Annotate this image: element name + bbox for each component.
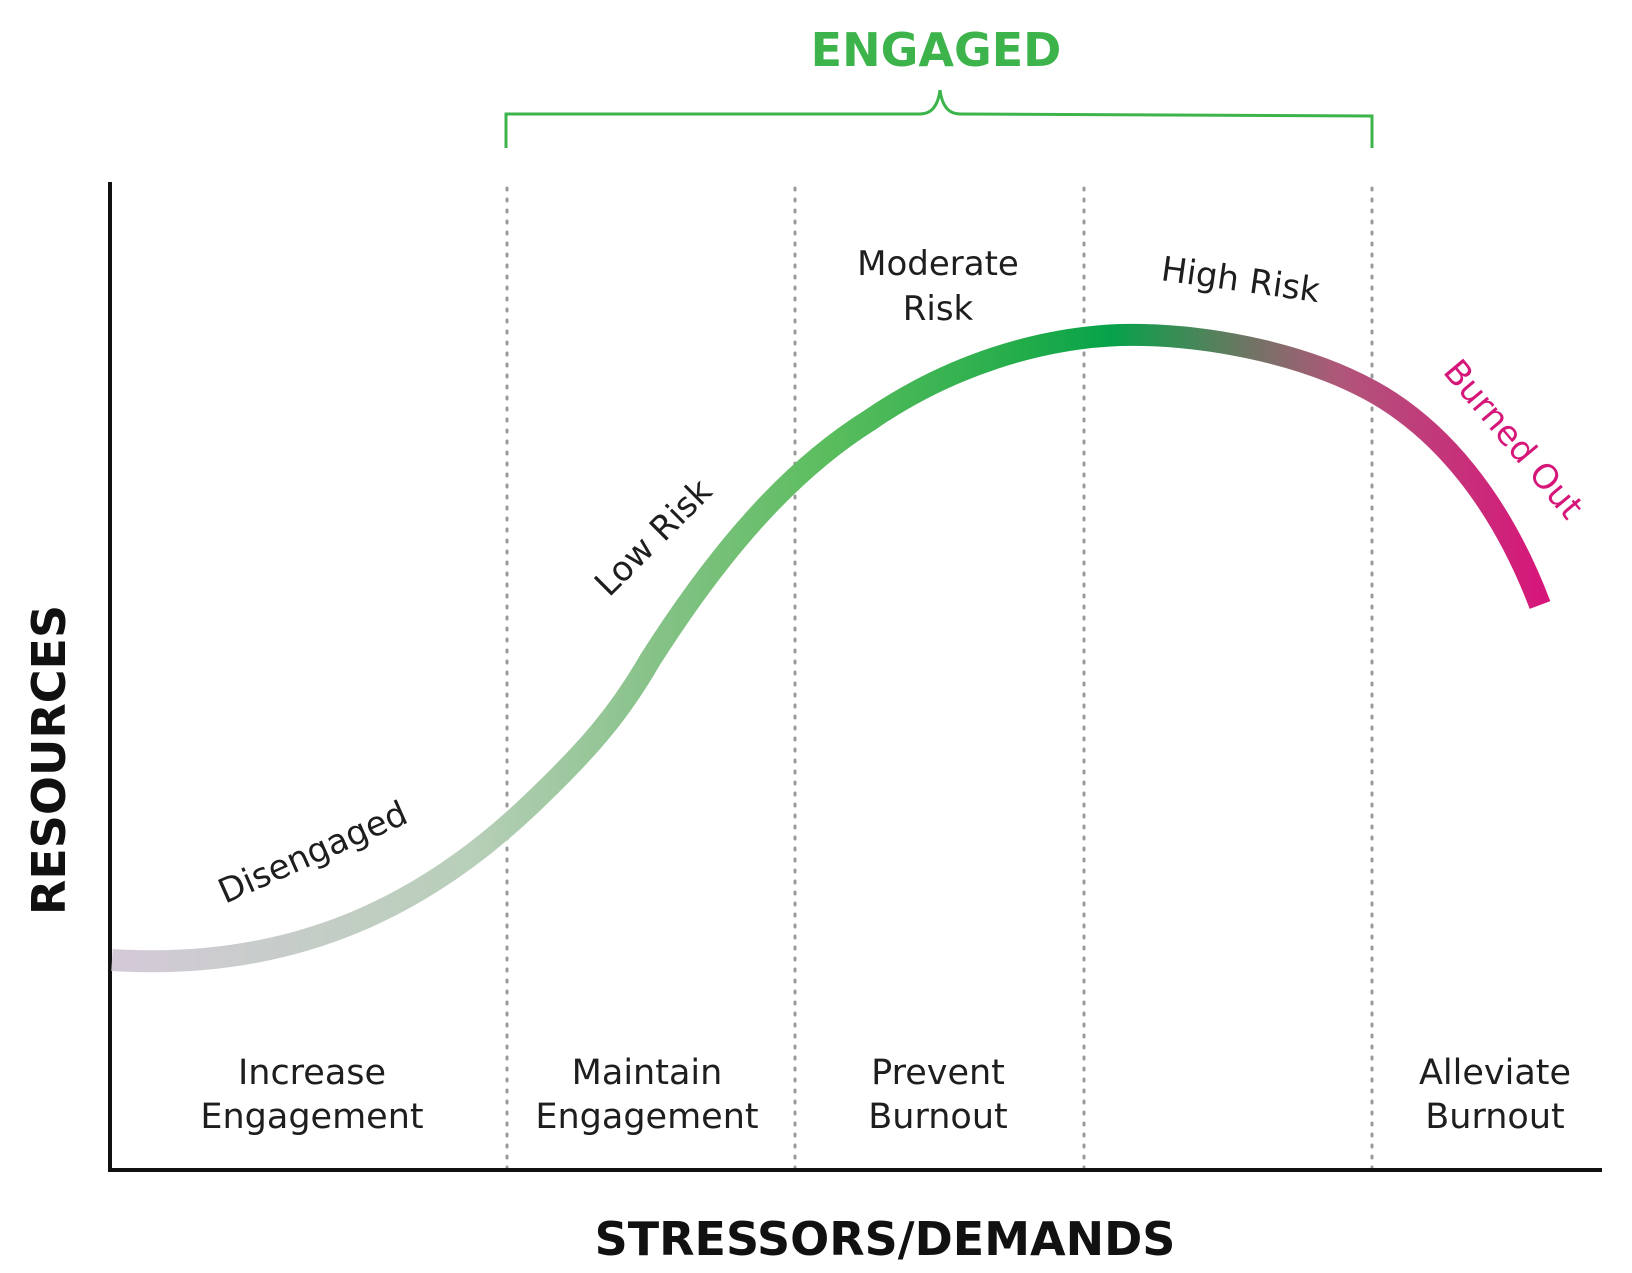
zone-caption-line1: Maintain [572,1053,723,1093]
zone-maintain-engagement: Maintain Engagement [535,1053,758,1137]
burned-out-label: Burned Out [1435,352,1591,527]
zone-caption-line2: Engagement [200,1097,423,1137]
zone-caption-line1: Prevent [871,1053,1005,1093]
moderate-risk-label-line2: Risk [903,289,974,329]
engaged-bracket [504,89,1374,148]
zone-alleviate-burnout: Alleviate Burnout [1419,1053,1571,1137]
zone-caption-line2: Engagement [535,1097,758,1137]
moderate-risk-label-line1: Moderate [857,244,1019,284]
zone-caption-line1: Increase [238,1053,386,1093]
high-risk-label: High Risk [1159,249,1323,311]
engaged-title: ENGAGED [811,23,1062,77]
y-axis-title: RESOURCES [22,605,76,915]
x-axis-title: STRESSORS/DEMANDS [595,1212,1176,1266]
engagement-curve [111,323,1551,973]
disengaged-label: Disengaged [212,793,413,912]
zone-caption-line2: Burnout [1425,1097,1564,1137]
zone-increase-engagement: Increase Engagement [200,1053,423,1137]
zone-prevent-burnout: Prevent Burnout [868,1053,1007,1137]
zone-caption-line2: Burnout [868,1097,1007,1137]
zone-caption-line1: Alleviate [1419,1053,1571,1093]
